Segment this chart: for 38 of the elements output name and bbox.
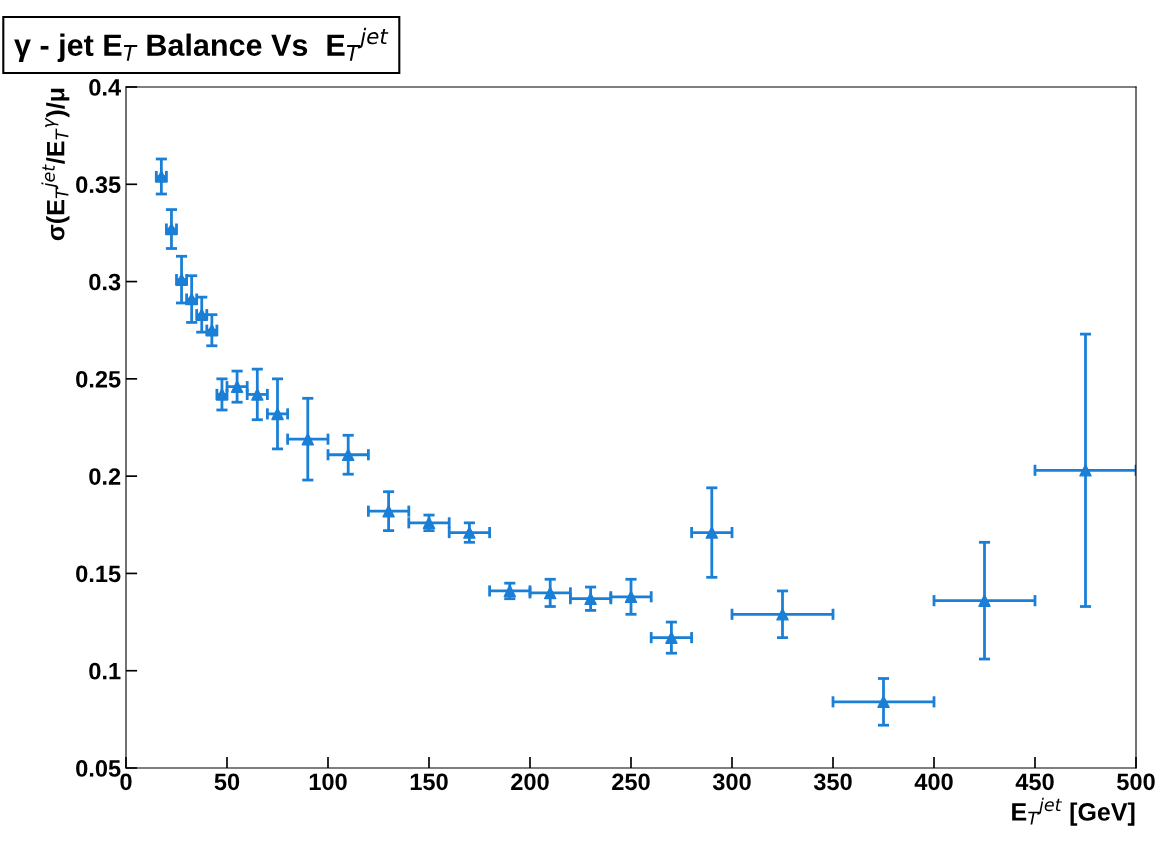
point xyxy=(877,695,890,709)
point xyxy=(301,432,315,446)
point xyxy=(776,608,789,621)
x-tick-label: 500 xyxy=(1117,773,1155,791)
y-tick-label: 0.35 xyxy=(76,176,121,194)
x-tick-label: 100 xyxy=(309,773,347,791)
point xyxy=(584,592,597,605)
x-tick-label: 350 xyxy=(813,773,852,791)
y-axis-title: σ(E$_{T}$$^{jet}$/E$_{T}$$^{γ}$)/μ xyxy=(41,88,70,241)
point xyxy=(341,448,355,461)
x-tick-label: 450 xyxy=(1015,773,1054,791)
y-tick-label: 0.1 xyxy=(89,662,121,680)
x-tick-label: 250 xyxy=(612,773,650,791)
point xyxy=(705,526,719,539)
point xyxy=(978,594,991,607)
point xyxy=(463,526,476,539)
y-tick-label: 0.4 xyxy=(89,79,122,96)
point xyxy=(624,590,638,604)
y-tick-label: 0.3 xyxy=(89,273,121,291)
y-tick-label: 0.05 xyxy=(76,760,121,777)
point xyxy=(543,586,557,600)
x-tick-label: 150 xyxy=(410,773,448,791)
y-tick-label: 0.25 xyxy=(76,370,121,388)
y-tick-label: 0.15 xyxy=(76,565,121,583)
x-tick-label: 400 xyxy=(914,773,953,791)
point xyxy=(1079,464,1092,477)
point xyxy=(230,380,244,393)
y-tick-label: 0.2 xyxy=(89,468,121,485)
x-tick-label: 0 xyxy=(120,773,132,791)
point xyxy=(271,407,284,421)
x-axis-title: E$_{T}$$^{jet}$ [GeV] xyxy=(1012,797,1135,826)
chart-title: γ - jet E$_{T}$ Balance Vs E$_{T}$$^{jet}$ xyxy=(14,27,389,63)
x-tick-label: 300 xyxy=(712,773,751,791)
point xyxy=(382,504,395,518)
x-tick-label: 50 xyxy=(214,773,240,791)
x-tick-label: 200 xyxy=(511,773,549,791)
point xyxy=(665,631,678,644)
point xyxy=(251,388,264,401)
